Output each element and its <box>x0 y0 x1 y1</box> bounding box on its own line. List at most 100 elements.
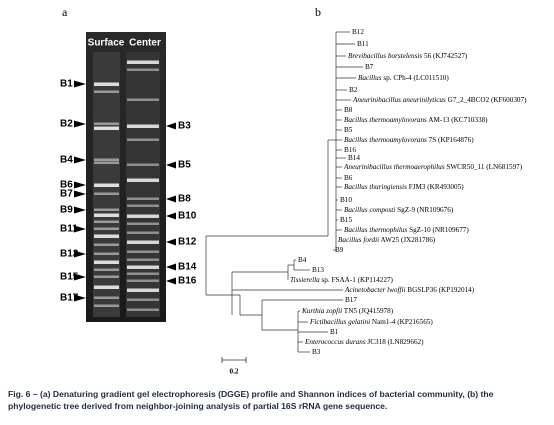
leaf-label: B6 <box>344 174 353 182</box>
gel-band <box>94 161 119 164</box>
species: Brevibacillus borstelensis <box>348 52 422 60</box>
leaf-label: Aneurinibacillus thermoaerophilus SWCR50… <box>343 163 523 171</box>
species: Bacillus fordii <box>338 236 379 244</box>
leaf-label: B2 <box>349 86 358 94</box>
band-arrow <box>74 225 86 233</box>
leaf-label: B3 <box>312 348 321 356</box>
band-arrow <box>166 263 176 271</box>
strain: SgZ-10 (NR109677) <box>407 226 469 234</box>
gel-band <box>127 308 159 311</box>
leaf-label: Bacillus thermophilus SgZ-10 (NR109677) <box>344 226 469 234</box>
gel-band <box>127 272 159 275</box>
strain: FJM3 (KR493005) <box>407 183 464 191</box>
leaf-label: B4 <box>298 256 307 264</box>
leaf-label: Enterococcus durans JC318 (LN829662) <box>304 338 424 346</box>
gel-lane <box>126 52 160 317</box>
leaf-name: B15 <box>340 216 352 224</box>
leaf-label: Bacillus thermoamylovorans 7S (KP164876) <box>344 136 474 144</box>
band-arrow <box>74 206 86 214</box>
strain: sp. CPh-4 (LC011510) <box>382 74 450 82</box>
band-arrow <box>74 80 86 88</box>
leaf-name: B1 <box>330 328 339 336</box>
leaf-label: B14 <box>348 154 360 162</box>
gel-band <box>94 90 119 93</box>
leaf-label: B17 <box>345 296 357 304</box>
leaf-name: B14 <box>348 154 360 162</box>
band-arrow <box>74 120 86 128</box>
strain: 7S (KP164876) <box>427 136 474 144</box>
lane-label: Surface <box>88 38 125 49</box>
leaf-name: B7 <box>365 63 374 71</box>
gel-band <box>127 222 159 225</box>
gel-band <box>127 138 159 141</box>
strain: Nam1-4 (KP216565) <box>370 318 433 326</box>
band-label: B6 <box>60 180 73 191</box>
lane-label: Center <box>129 38 161 49</box>
band-arrow <box>74 294 86 302</box>
gel-band <box>94 208 119 211</box>
species: Enterococcus durans <box>304 338 366 346</box>
band-label: B15 <box>60 272 79 283</box>
leaf-label: B7 <box>365 63 374 71</box>
species: Aneurinibacillus aneurinilyticus <box>352 96 446 104</box>
leaf-label: Bacillus fordii AW25 (JX281786) <box>338 236 436 244</box>
band-arrow <box>74 250 86 258</box>
gel-band <box>94 126 119 130</box>
gel-band <box>127 288 159 292</box>
gel-band <box>94 234 119 238</box>
leaf-name: B9 <box>335 246 344 254</box>
gel-band <box>127 279 159 282</box>
leaf-name: B10 <box>340 196 352 204</box>
band-arrow <box>166 238 176 246</box>
gel-band <box>127 231 159 234</box>
gel-band <box>127 250 159 253</box>
caption: Fig. 6 – (a) Denaturing gradient gel ele… <box>8 389 494 411</box>
band-arrow <box>166 122 176 130</box>
leaf-name: B17 <box>345 296 357 304</box>
band-label: B3 <box>178 121 191 132</box>
leaf-label: Bacillus thuringiensis FJM3 (KR493005) <box>344 183 464 191</box>
band-arrow <box>166 212 176 220</box>
leaf-name: B13 <box>312 266 324 274</box>
band-label: B10 <box>178 211 197 222</box>
band-arrow <box>166 277 176 285</box>
scale-label: 0.2 <box>230 368 239 376</box>
species: Bacillus composti <box>344 206 395 214</box>
leaf-name: B6 <box>344 174 353 182</box>
leaf-label: B11 <box>357 40 369 48</box>
leaf-name: B11 <box>357 40 369 48</box>
band-label: B1 <box>60 79 73 90</box>
gel-band <box>94 158 119 161</box>
gel-band <box>94 183 119 187</box>
strain: JC318 (LN829662) <box>366 338 425 346</box>
leaf-label: Bacillus composti SgZ-9 (NR109676) <box>344 206 454 214</box>
species: Bacillus <box>358 74 382 82</box>
band-arrow <box>166 195 176 203</box>
gel-band <box>127 178 159 182</box>
leaf-label: Brevibacillus borstelensis 56 (KJ742527) <box>348 52 468 60</box>
strain: G7_2_4BCO2 (KF600307) <box>446 96 527 104</box>
band-label: B16 <box>178 276 197 287</box>
leaf-label: B1 <box>330 328 339 336</box>
gel-band <box>127 124 159 128</box>
band-label: B11 <box>60 224 78 235</box>
species: Bacillus thermoamylovorans <box>344 116 427 124</box>
gel-band <box>127 204 159 207</box>
gel-band <box>94 285 119 289</box>
leaf-name: B12 <box>352 28 364 36</box>
leaf-name: B16 <box>344 146 356 154</box>
figure: a b Surface Center 0.2 B1B2B4B6B7B9B11B1… <box>60 5 527 376</box>
band-label: B14 <box>178 262 197 273</box>
leaf-label: Aneurinibacillus aneurinilyticus G7_2_4B… <box>352 96 527 104</box>
gel-band <box>127 60 159 64</box>
leaf-label: B15 <box>340 216 352 224</box>
species: Kurthia zopfii <box>301 307 342 315</box>
species: Bacillus thermophilus <box>344 226 407 234</box>
gel-band <box>127 68 159 71</box>
band-arrow <box>166 161 176 169</box>
gel-band <box>94 220 119 223</box>
band-label: B8 <box>178 194 191 205</box>
leaf-name: B5 <box>344 126 353 134</box>
band-arrow <box>74 190 86 198</box>
strain: SgZ-9 (NR109676) <box>395 206 454 214</box>
